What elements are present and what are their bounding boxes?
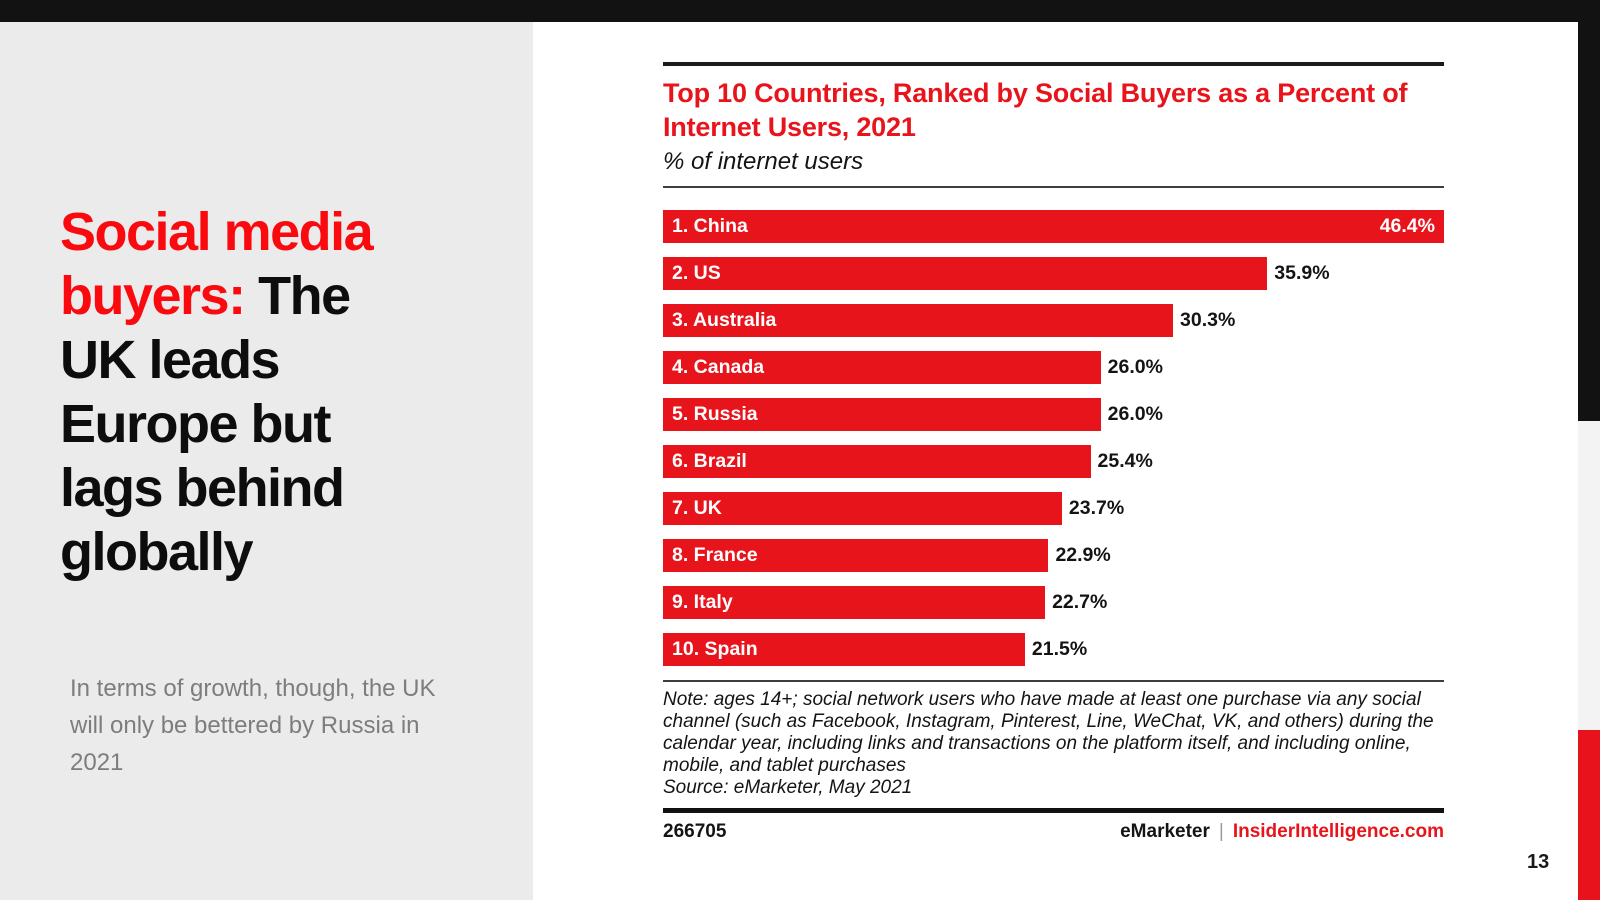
chart-panel: Top 10 Countries, Ranked by Social Buyer… <box>663 62 1444 843</box>
right-edge-black-bar <box>1578 0 1600 421</box>
right-edge-red-bar <box>1578 730 1600 900</box>
top-accent-bar <box>0 0 1600 22</box>
bar-row-4canada: 4. Canada 26.0% <box>663 351 1444 384</box>
bar-value-label: 22.9% <box>1055 544 1111 566</box>
bar-category-label: 9. Italy <box>672 591 733 613</box>
bar-row-6brazil: 6. Brazil 25.4% <box>663 445 1444 478</box>
chart-note: Note: ages 14+; social network users who… <box>663 689 1434 776</box>
bar-category-label: 1. China <box>672 215 748 237</box>
bar-segment: 10. Spain <box>663 633 1025 666</box>
bar-value-label: 22.7% <box>1052 591 1108 613</box>
bar-chart: 1. China 46.4% 2. US 35.9% 3. Australia 30.3%… <box>663 210 1444 666</box>
bar-value-label: 21.5% <box>1031 638 1088 660</box>
brand-insiderintelligence-link[interactable]: InsiderIntelligence.com <box>1232 821 1444 842</box>
bar-segment: 2. US <box>663 257 1268 290</box>
bar-category-label: 10. Spain <box>672 638 758 660</box>
brand-block: eMarketer | InsiderIntelligence.com <box>1120 821 1444 843</box>
bar-value-label: 25.4% <box>1097 450 1153 472</box>
chart-subtitle: % of internet users <box>663 148 864 175</box>
bar-row-10spain: 10. Spain 21.5% <box>663 633 1444 666</box>
bar-value-label: 23.7% <box>1068 497 1125 519</box>
bar-segment: 7. UK <box>663 492 1062 525</box>
bar-row-7uk: 7. UK 23.7% <box>663 492 1444 525</box>
right-edge-gray-bar <box>1578 421 1600 730</box>
chart-source: Source: eMarketer, May 2021 <box>663 777 913 798</box>
slide-subtext: In terms of growth, though, the UK will … <box>70 675 436 776</box>
bar-row-8france: 8. France 22.9% <box>663 539 1444 572</box>
bar-value-label: 26.0% <box>1107 356 1163 378</box>
bar-category-label: 5. Russia <box>672 403 758 425</box>
bar-segment: 9. Italy <box>663 586 1046 619</box>
bar-value-label: 26.0% <box>1107 403 1163 425</box>
chart-title: Top 10 Countries, Ranked by Social Buyer… <box>663 78 1408 142</box>
headline-red-text: Social media buyers: <box>60 202 374 326</box>
bar-category-label: 8. France <box>672 544 758 566</box>
bar-category-label: 7. UK <box>672 497 722 519</box>
chart-footer-rule <box>663 808 1444 813</box>
bar-category-label: 6. Brazil <box>672 450 747 472</box>
brand-separator: | <box>1218 821 1224 842</box>
chart-id: 266705 <box>663 821 727 842</box>
bar-category-label: 2. US <box>672 262 721 284</box>
chart-top-rule <box>663 62 1444 66</box>
bar-value-label: 30.3% <box>1180 309 1236 331</box>
bar-segment: 5. Russia <box>663 398 1101 431</box>
chart-subtitle-rule <box>663 186 1444 188</box>
bar-row-3australia: 3. Australia 30.3% <box>663 304 1444 337</box>
bar-value-label: 35.9% <box>1274 262 1330 284</box>
bar-segment: 6. Brazil <box>663 445 1091 478</box>
slide-headline: Social media buyers: The UK leads Europe… <box>60 200 438 584</box>
bar-row-9italy: 9. Italy 22.7% <box>663 586 1444 619</box>
bar-segment: 8. France <box>663 539 1049 572</box>
left-panel: Social media buyers: The UK leads Europe… <box>0 22 533 900</box>
bar-row-2us: 2. US 35.9% <box>663 257 1444 290</box>
bar-value-label: 46.4% <box>1379 215 1435 237</box>
bar-category-label: 4. Canada <box>672 356 765 378</box>
bar-row-1china: 1. China 46.4% <box>663 210 1444 243</box>
chart-footer: 266705 eMarketer | InsiderIntelligence.com <box>663 821 1444 843</box>
bar-row-5russia: 5. Russia 26.0% <box>663 398 1444 431</box>
brand-emarketer: eMarketer <box>1120 821 1210 842</box>
bar-segment: 1. China 46.4% <box>663 210 1444 243</box>
page-number: 13 <box>1527 851 1550 873</box>
bar-category-label: 3. Australia <box>672 309 777 331</box>
bar-segment: 3. Australia <box>663 304 1173 337</box>
bar-segment: 4. Canada <box>663 351 1101 384</box>
note-top-rule <box>663 680 1444 682</box>
headline-black-text: The UK leads Europe but lags behind glob… <box>60 266 351 582</box>
